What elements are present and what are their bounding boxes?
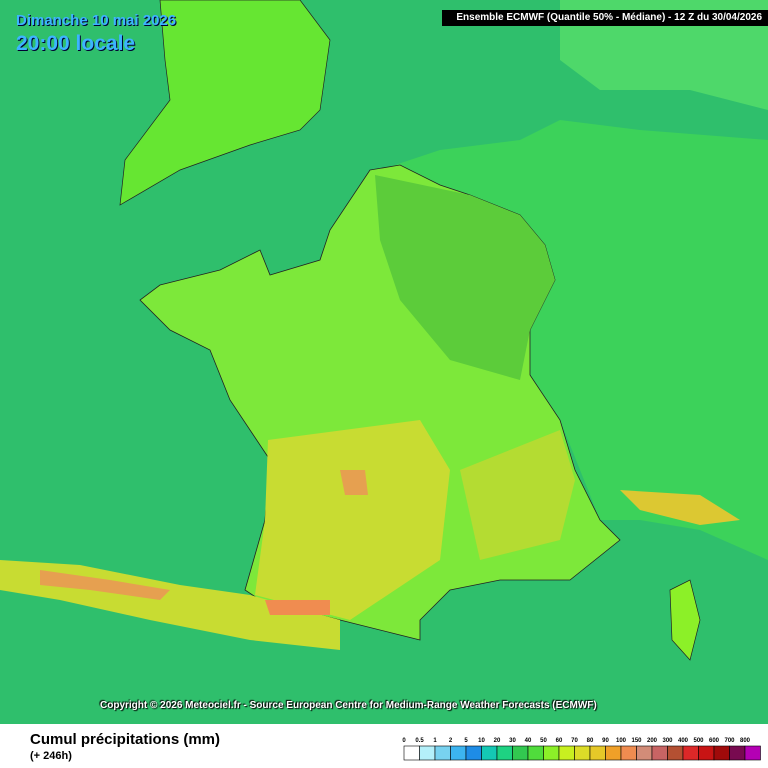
legend-label: 90 [602,738,609,744]
legend-swatch [682,745,699,761]
legend-label: 400 [678,738,689,744]
legend-swatch [713,745,730,761]
legend-label: 0.5 [415,738,424,744]
legend-swatch [589,745,606,761]
legend-swatch [434,745,451,761]
legend-title: Cumul précipitations (mm) [30,731,221,748]
north-east-zone [375,175,555,380]
legend-swatch [419,745,436,761]
legend-swatch [496,745,513,761]
legend-swatch [667,745,684,761]
legend-swatch [527,745,544,761]
legend-label: 40 [525,738,532,744]
corsica [669,579,701,661]
legend-label: 20 [494,738,501,744]
legend-swatch [744,745,761,761]
legend-label: 2 [449,738,453,744]
time: 20:00 locale [16,32,136,55]
legend-label: 800 [740,738,751,744]
legend-label: 600 [709,738,720,744]
legend-label: 300 [662,738,673,744]
legend-subtitle: (+ 246h) [30,750,72,762]
legend-swatch [698,745,715,761]
legend-swatch [403,745,420,761]
england [119,0,331,206]
precipitation-map [0,0,768,724]
south-west-zone [255,420,450,620]
legend-swatch [636,745,653,761]
legend-swatch [465,745,482,761]
legend-label: 100 [616,738,627,744]
legend-label: 1 [433,738,437,744]
legend-label: 60 [556,738,563,744]
alps-zone [620,490,740,525]
legend-label: 700 [724,738,735,744]
legend-swatch [574,745,591,761]
legend-label: 200 [647,738,658,744]
legend-label: 10 [478,738,485,744]
legend-label: 80 [587,738,594,744]
legend-swatch [605,745,622,761]
legend-label: 5 [464,738,468,744]
high-zone-2 [265,600,330,615]
copyright: Copyright © 2026 Meteociel.fr - Source E… [100,700,597,711]
legend-swatch [512,745,529,761]
legend-swatch [543,745,560,761]
legend-swatch [481,745,498,761]
legend-swatch [558,745,575,761]
legend-label: 500 [693,738,704,744]
legend-swatch [620,745,637,761]
south-east-zone [460,430,575,560]
legend-label: 0 [402,738,406,744]
legend-label: 70 [571,738,578,744]
legend-label: 30 [509,738,516,744]
high-zone-1 [40,570,170,600]
land-north [560,0,768,110]
land-east [380,120,768,560]
legend-label: 50 [540,738,547,744]
legend-swatch [729,745,746,761]
model-banner: Ensemble ECMWF (Quantile 50% - Médiane) … [442,10,768,26]
legend-swatch [651,745,668,761]
date: Dimanche 10 mai 2026 [16,12,177,29]
legend-swatch [450,745,467,761]
legend-label: 150 [631,738,642,744]
high-zone-3 [340,470,368,495]
